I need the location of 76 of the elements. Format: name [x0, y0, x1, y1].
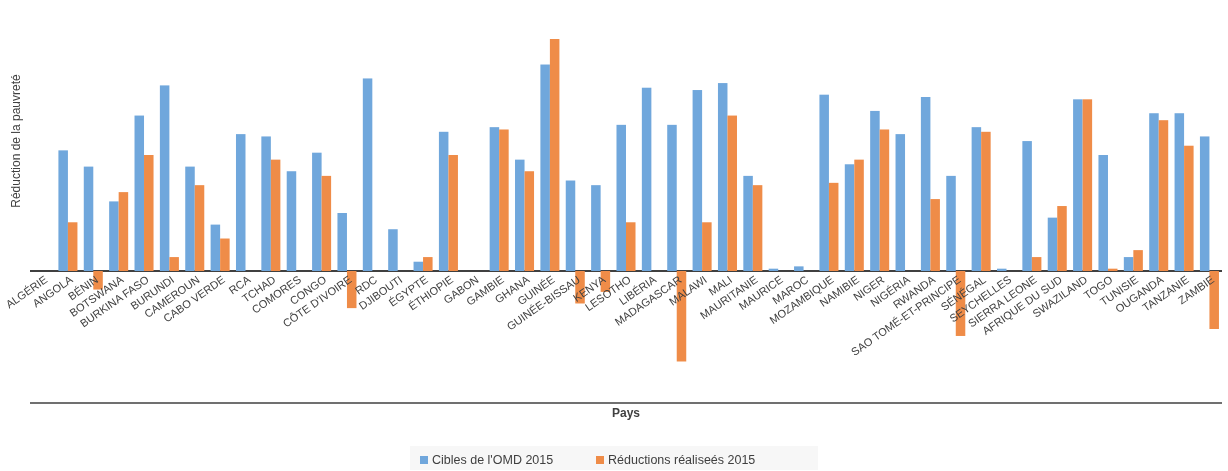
bar	[261, 136, 271, 271]
bar	[743, 175, 753, 271]
bar	[844, 164, 855, 271]
bar	[210, 224, 221, 271]
bar	[489, 127, 500, 271]
bar	[727, 115, 737, 271]
bar	[1184, 145, 1194, 271]
bar	[388, 229, 398, 271]
bar	[1047, 217, 1058, 271]
bar	[946, 175, 956, 271]
bar	[159, 85, 170, 271]
bar	[144, 155, 154, 271]
bar	[337, 213, 347, 271]
bar	[185, 166, 195, 271]
bar	[549, 39, 560, 271]
bar	[565, 180, 576, 271]
bar	[1149, 113, 1159, 271]
bar	[194, 185, 205, 271]
bar	[895, 134, 906, 271]
legend-label: Réductions réaliseés 2015	[608, 453, 756, 467]
bar	[641, 87, 652, 271]
bar	[321, 175, 332, 271]
bar	[362, 78, 373, 271]
bar	[1031, 257, 1042, 271]
bar	[1082, 99, 1093, 271]
bar	[971, 127, 982, 271]
bar	[1098, 155, 1108, 271]
bar	[794, 266, 804, 271]
bar	[423, 257, 433, 271]
bar	[524, 171, 535, 271]
bar	[1199, 136, 1210, 271]
x-axis-title: Pays	[611, 406, 641, 420]
bar	[270, 159, 281, 271]
bar	[752, 185, 763, 271]
bar	[448, 155, 458, 271]
bar	[667, 124, 677, 271]
bar	[1174, 113, 1185, 271]
bar	[996, 268, 1007, 271]
bar	[1123, 257, 1134, 271]
bar	[1022, 141, 1032, 271]
bar	[717, 83, 728, 271]
bar	[1057, 206, 1067, 271]
legend-label: Cibles de l'OMD 2015	[432, 453, 554, 467]
bar	[828, 182, 839, 271]
bar	[109, 201, 119, 271]
bar	[854, 159, 864, 271]
bar	[413, 261, 424, 271]
bar	[83, 166, 94, 271]
bar	[819, 94, 829, 271]
bar	[1073, 99, 1083, 271]
bar	[540, 64, 550, 271]
bar	[220, 238, 230, 271]
bar	[118, 192, 129, 271]
bar	[591, 185, 601, 271]
bar	[616, 124, 626, 271]
bar	[67, 222, 78, 271]
bar	[169, 257, 179, 271]
bar	[286, 171, 297, 271]
bar	[1133, 250, 1143, 271]
bar	[626, 222, 636, 271]
bar	[438, 131, 449, 271]
bar	[981, 131, 991, 271]
bar	[134, 115, 145, 271]
bar	[702, 222, 712, 271]
bar	[1158, 120, 1169, 271]
bar	[930, 199, 940, 271]
bar	[879, 129, 890, 271]
bar	[499, 129, 509, 271]
y-axis-title: Réduction de la pauvreté	[9, 73, 23, 208]
bar	[235, 134, 246, 271]
bar	[515, 159, 525, 271]
bar	[58, 150, 68, 271]
bar	[920, 97, 931, 271]
bar	[692, 90, 703, 271]
bar	[870, 110, 880, 271]
bar	[312, 152, 322, 271]
